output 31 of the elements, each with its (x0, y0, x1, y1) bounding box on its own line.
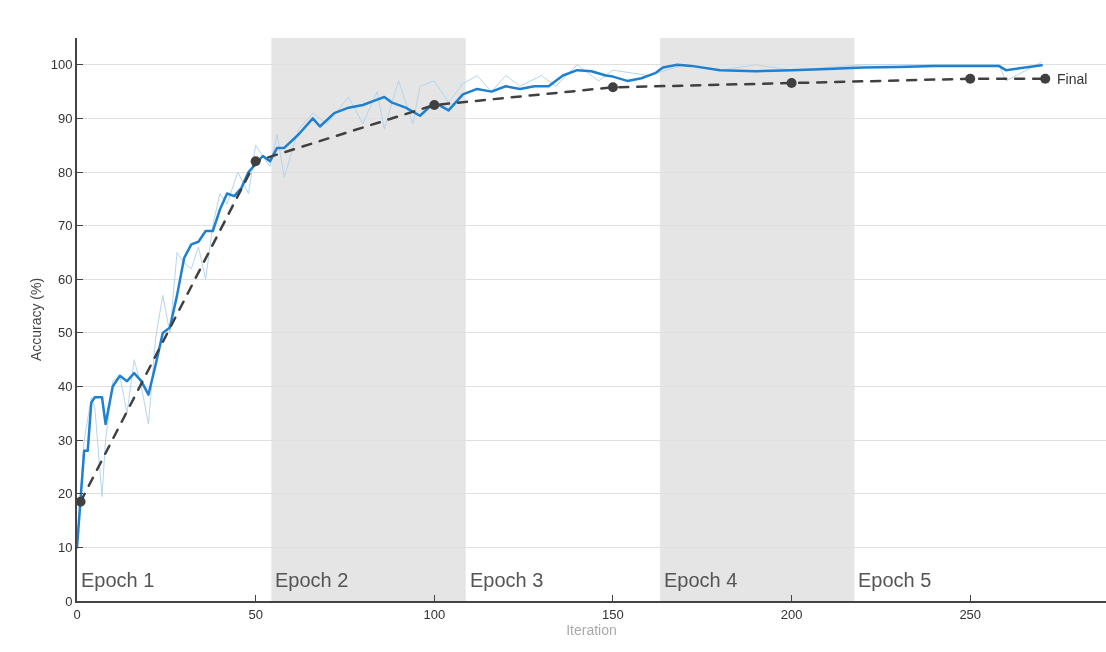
x-tick-label: 100 (423, 606, 446, 622)
annotation: Final (1057, 71, 1088, 87)
point (77, 496, 86, 507)
y-tick-label: 80 (57, 164, 73, 180)
point (786, 78, 797, 89)
y-tick-label: 50 (57, 325, 73, 341)
point (607, 82, 618, 93)
point (1040, 73, 1051, 84)
x-tick-label: 200 (780, 606, 803, 622)
band-label: Epoch 2 (275, 569, 349, 591)
annotation: Epoch 5 (858, 569, 932, 591)
y-tick-label: 90 (57, 110, 73, 126)
x-axis-title: Iteration (566, 621, 617, 638)
annotation: Epoch 1 (81, 569, 155, 591)
y-tick-label: 20 (57, 486, 73, 502)
y-axis-title: Accuracy (%) (27, 277, 44, 362)
y-tick-label: 30 (57, 432, 73, 448)
y-tick-label: 0 (65, 593, 73, 609)
x-tick-label: 150 (602, 606, 624, 622)
point (429, 100, 440, 111)
x-tick-label: 250 (959, 606, 982, 622)
point (250, 156, 261, 167)
y-tick-label: 100 (50, 57, 73, 73)
y-tick-label: 70 (57, 218, 73, 234)
point (965, 73, 976, 84)
y-tick-label: 40 (57, 379, 73, 395)
y-tick-label: 10 (57, 539, 73, 555)
annotation: Epoch 3 (470, 569, 544, 591)
band-label: Epoch 4 (664, 569, 738, 591)
x-tick-label: 50 (248, 606, 263, 622)
y-tick-label: 60 (57, 271, 73, 287)
